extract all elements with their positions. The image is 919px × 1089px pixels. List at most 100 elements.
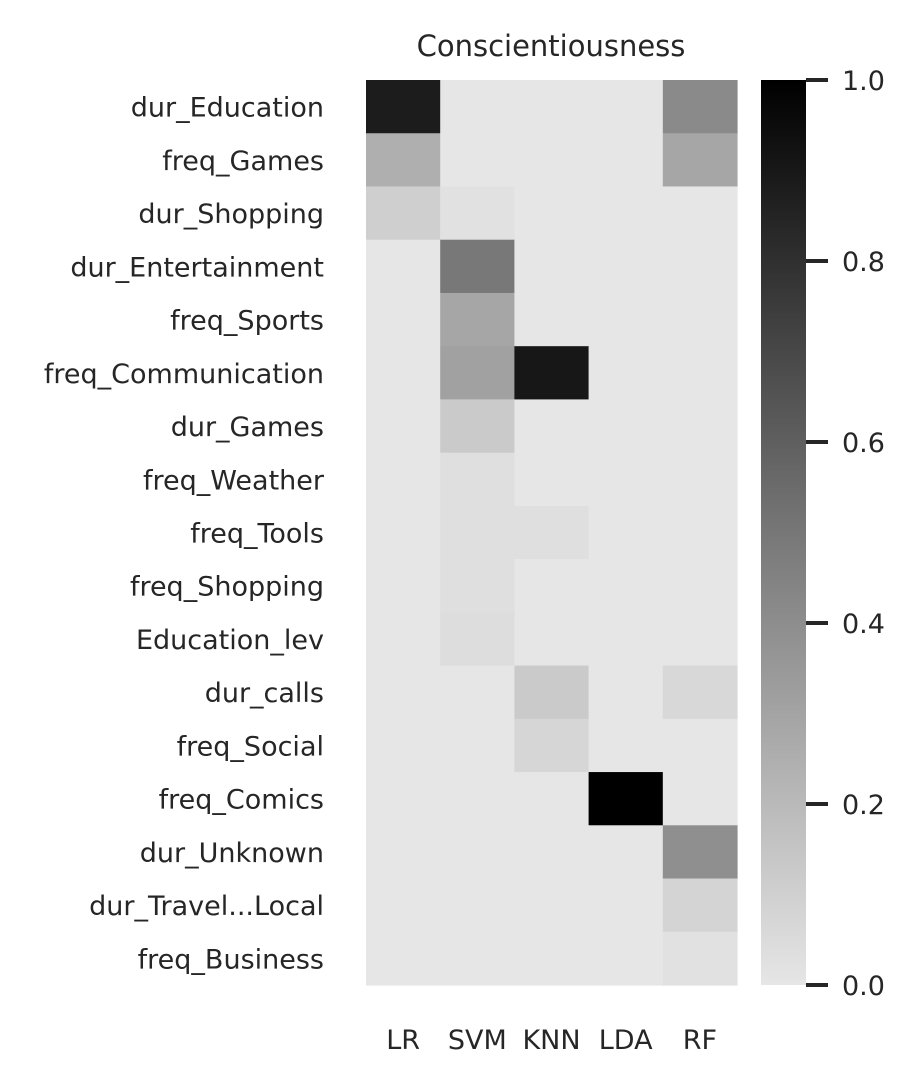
colorbar: 0.0 0.2 0.4 0.6 0.8 1.0 xyxy=(761,66,885,1002)
heatmap-cell xyxy=(662,133,738,188)
heatmap-cell xyxy=(662,346,738,401)
column-label: KNN xyxy=(522,1025,580,1056)
row-label: freq_Shopping xyxy=(130,572,324,603)
chart-title: Conscientiousness xyxy=(417,29,686,63)
row-label: freq_Comics xyxy=(159,785,324,816)
heatmap-cell xyxy=(588,80,664,134)
heatmap-cell xyxy=(440,399,515,454)
heatmap-cell xyxy=(366,612,441,667)
heatmap-cell xyxy=(662,399,738,454)
heatmap-cell xyxy=(366,665,441,720)
heatmap-cell xyxy=(662,80,738,134)
colorbar-tick-label: 0.0 xyxy=(842,971,885,1002)
heatmap-cell xyxy=(588,931,664,986)
colorbar-gradient xyxy=(761,80,806,985)
heatmap-cell xyxy=(366,239,441,294)
row-label: freq_Social xyxy=(177,731,324,762)
heatmap-cell xyxy=(440,825,515,880)
heatmap-cell xyxy=(514,878,590,933)
heatmap-cell xyxy=(440,878,515,933)
heatmap-cell xyxy=(588,292,664,347)
heatmap-cell xyxy=(366,346,441,401)
heatmap-cell xyxy=(514,80,590,134)
heatmap-cell xyxy=(662,452,738,507)
heatmap-cell xyxy=(662,239,738,294)
heatmap-cell xyxy=(588,186,664,241)
heatmap-cell xyxy=(366,878,441,933)
heatmap-cell xyxy=(440,80,515,134)
row-label: dur_Unknown xyxy=(140,838,324,869)
heatmap-cell xyxy=(662,612,738,667)
heatmap-cells xyxy=(366,80,738,986)
row-label: freq_Sports xyxy=(170,306,324,337)
heatmap-cell xyxy=(514,825,590,880)
heatmap-cell xyxy=(514,931,590,986)
column-label: RF xyxy=(683,1025,717,1056)
heatmap-cell xyxy=(588,505,664,560)
heatmap-cell xyxy=(662,878,738,933)
row-label: dur_Games xyxy=(171,412,324,443)
heatmap-cell xyxy=(440,612,515,667)
heatmap-cell xyxy=(588,346,664,401)
heatmap-cell xyxy=(662,505,738,560)
heatmap-cell xyxy=(366,80,441,134)
heatmap-cell xyxy=(440,665,515,720)
heatmap-cell xyxy=(514,133,590,188)
heatmap-cell xyxy=(366,133,441,188)
colorbar-tick-label: 0.8 xyxy=(842,247,885,278)
heatmap-cell xyxy=(366,505,441,560)
row-label: Education_lev xyxy=(136,625,324,656)
heatmap-cell xyxy=(514,239,590,294)
heatmap-cell xyxy=(440,452,515,507)
heatmap-cell xyxy=(514,452,590,507)
heatmap-cell xyxy=(366,292,441,347)
heatmap-cell xyxy=(588,878,664,933)
heatmap-cell xyxy=(514,665,590,720)
row-label: freq_Tools xyxy=(190,519,324,550)
heatmap-cell xyxy=(440,772,515,826)
heatmap-cell xyxy=(366,772,441,826)
heatmap-cell xyxy=(440,559,515,613)
colorbar-tick-label: 1.0 xyxy=(842,66,885,97)
row-label: freq_Weather xyxy=(143,465,325,496)
heatmap-cell xyxy=(588,239,664,294)
heatmap-cell xyxy=(440,239,515,294)
heatmap-cell xyxy=(366,718,441,773)
heatmap-cell xyxy=(366,559,441,613)
heatmap-cell xyxy=(514,292,590,347)
heatmap-cell xyxy=(514,186,590,241)
heatmap-cell xyxy=(514,346,590,401)
row-label: dur_Entertainment xyxy=(70,252,324,283)
heatmap-cell xyxy=(588,452,664,507)
row-label: freq_Business xyxy=(138,944,324,975)
heatmap-cell xyxy=(662,825,738,880)
heatmap-cell xyxy=(588,612,664,667)
heatmap-cell xyxy=(514,772,590,826)
heatmap-cell xyxy=(662,186,738,241)
heatmap-cell xyxy=(514,559,590,613)
heatmap-cell xyxy=(366,399,441,454)
heatmap-cell xyxy=(366,825,441,880)
heatmap-cell xyxy=(440,346,515,401)
colorbar-tick-label: 0.6 xyxy=(842,428,885,459)
heatmap-cell xyxy=(588,825,664,880)
heatmap-cell xyxy=(514,612,590,667)
column-label: LDA xyxy=(599,1025,653,1056)
heatmap-cell xyxy=(514,505,590,560)
row-label: freq_Communication xyxy=(44,359,324,390)
heatmap-cell xyxy=(588,772,664,826)
heatmap-cell xyxy=(588,133,664,188)
heatmap-cell xyxy=(662,931,738,986)
row-label: freq_Games xyxy=(162,146,324,177)
heatmap-cell xyxy=(440,292,515,347)
column-labels: LR SVM KNN LDA RF xyxy=(386,1025,717,1056)
heatmap-cell xyxy=(514,399,590,454)
colorbar-tick-label: 0.4 xyxy=(842,609,885,640)
heatmap-cell xyxy=(440,186,515,241)
row-label: dur_Education xyxy=(131,93,324,124)
heatmap-cell xyxy=(662,665,738,720)
row-label: dur_Shopping xyxy=(138,199,324,230)
heatmap-cell xyxy=(588,718,664,773)
